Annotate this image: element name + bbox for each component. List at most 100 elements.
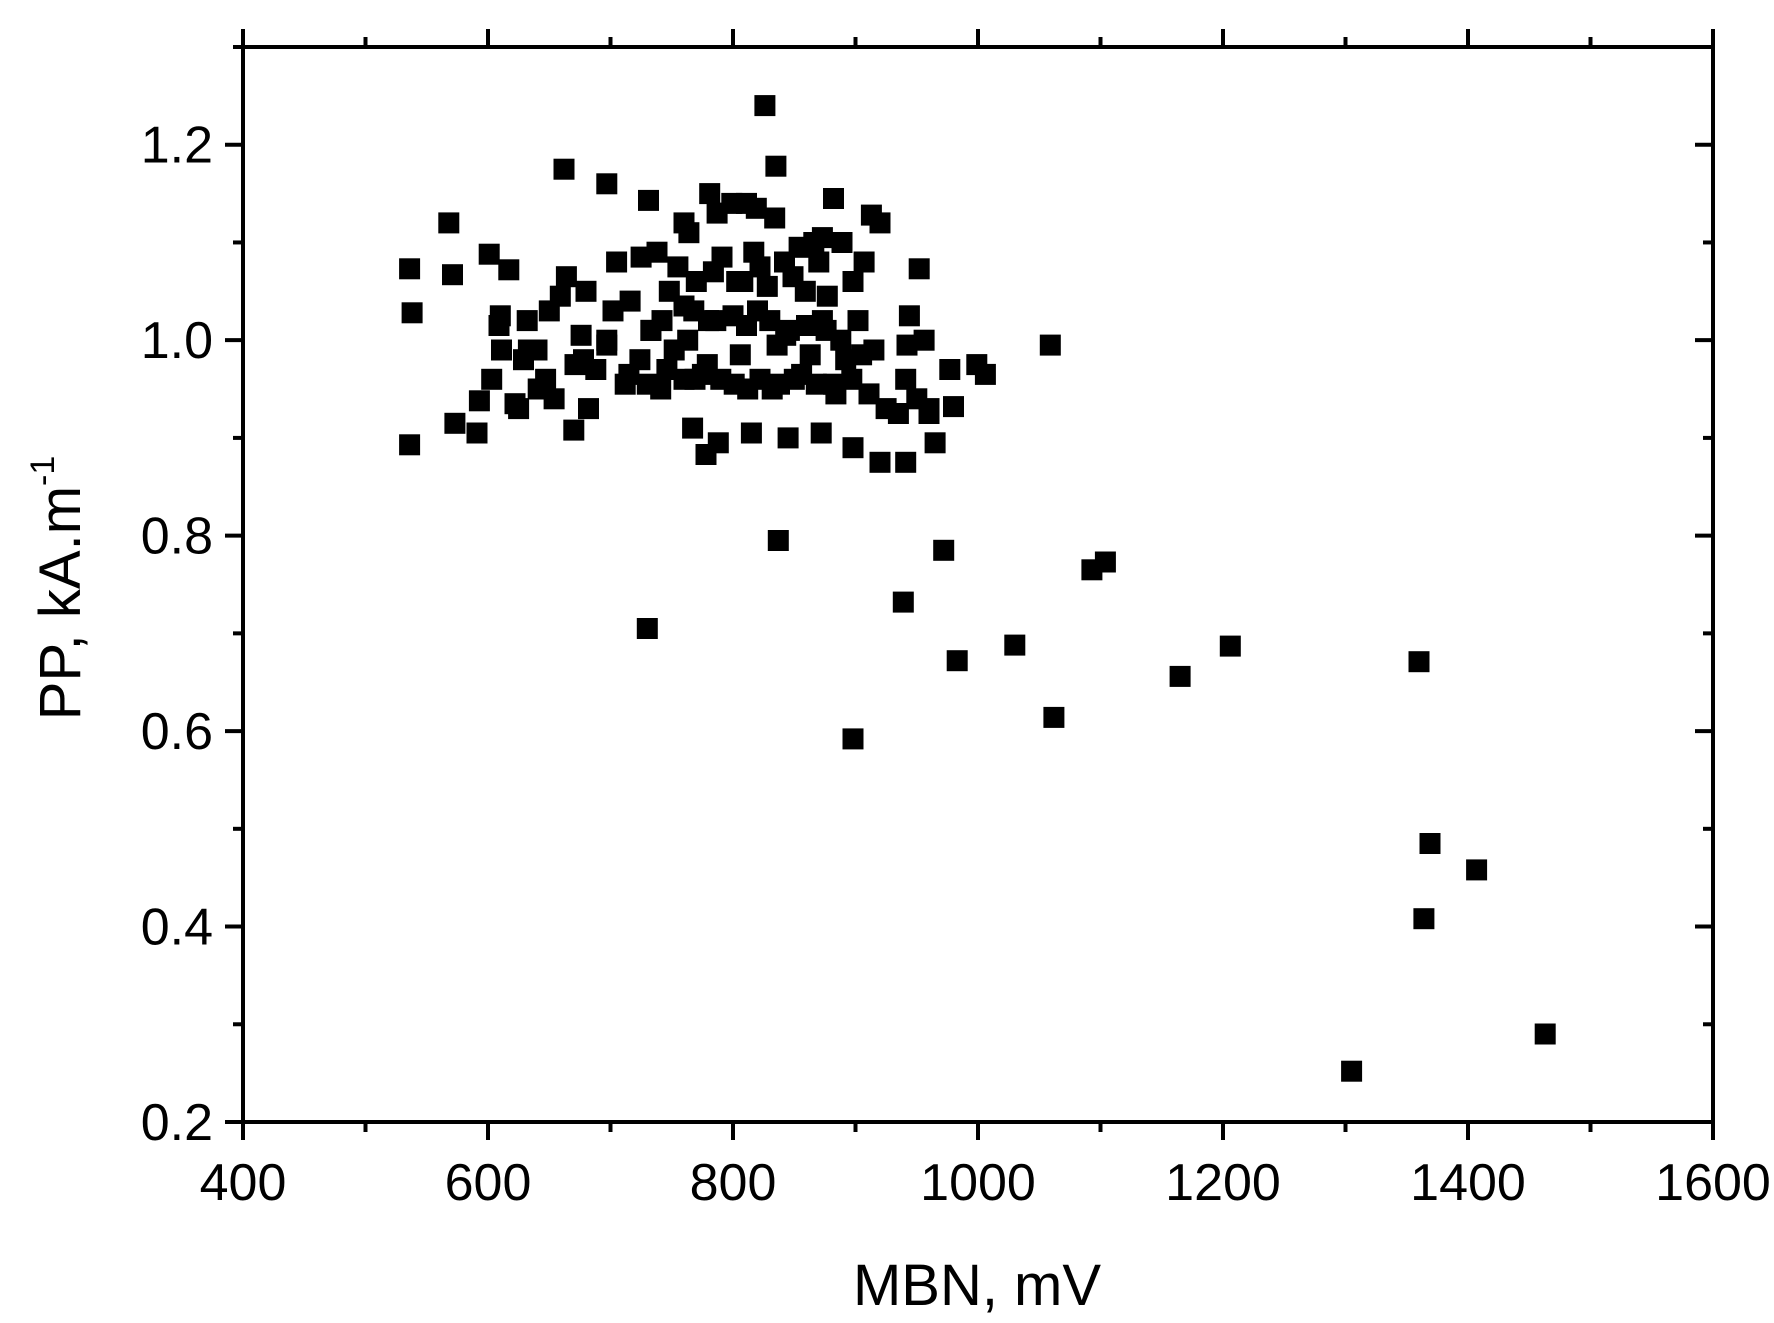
data-point — [481, 368, 503, 390]
data-point — [842, 271, 864, 292]
data-point — [543, 388, 565, 410]
y-tick-label: 0.8 — [141, 508, 213, 566]
data-point — [853, 251, 875, 273]
data-point — [825, 383, 847, 405]
data-point — [673, 212, 695, 234]
data-point — [830, 329, 852, 351]
data-point — [796, 315, 817, 336]
data-point — [732, 271, 754, 292]
data-point — [619, 290, 641, 312]
data-point — [1039, 334, 1061, 356]
data-point — [442, 264, 463, 286]
y-tick-label: 0.2 — [141, 1094, 213, 1152]
data-point — [1413, 908, 1435, 930]
data-point — [892, 591, 914, 613]
data-point — [924, 432, 946, 454]
data-point — [869, 451, 891, 473]
data-point — [699, 183, 721, 205]
data-point — [656, 359, 678, 380]
x-tick-label: 600 — [445, 1154, 532, 1212]
data-point — [740, 422, 762, 444]
data-point — [606, 251, 628, 273]
y-tick-label: 0.6 — [141, 703, 213, 761]
data-point — [946, 650, 968, 672]
data-point — [1419, 833, 1441, 854]
data-point — [816, 285, 838, 307]
y-axis-title: PP, kA.m — [28, 486, 93, 720]
data-point — [765, 155, 787, 177]
data-point — [698, 310, 719, 332]
data-point — [745, 197, 767, 219]
data-point — [585, 359, 607, 380]
data-point — [799, 344, 821, 366]
y-tick-label: 0.4 — [141, 899, 213, 957]
data-point — [764, 207, 786, 229]
data-point — [788, 236, 810, 258]
data-point — [478, 243, 500, 265]
data-point — [618, 363, 640, 385]
data-point — [438, 212, 460, 234]
data-point — [555, 266, 577, 288]
data-point — [702, 261, 724, 283]
data-point — [767, 530, 789, 551]
data-point — [1004, 634, 1026, 656]
data-point — [842, 728, 864, 750]
data-point — [516, 310, 538, 332]
svg-text:PP, kA.m-1: PP, kA.m-1 — [24, 456, 93, 720]
data-point — [756, 275, 778, 297]
x-tick-label: 1000 — [920, 1154, 1036, 1212]
data-point — [673, 368, 695, 390]
data-point — [811, 227, 833, 249]
data-point — [667, 256, 689, 278]
data-point — [596, 329, 618, 351]
data-point — [630, 246, 652, 268]
data-point — [835, 349, 857, 371]
data-point — [831, 232, 853, 253]
data-point — [504, 393, 526, 415]
data-point — [491, 339, 512, 361]
data-point — [538, 300, 560, 322]
data-point — [498, 259, 520, 281]
data-point — [553, 158, 575, 180]
data-point — [468, 390, 490, 412]
x-tick-label: 400 — [200, 1154, 287, 1212]
data-point — [663, 339, 685, 361]
x-tick-label: 1600 — [1655, 1154, 1771, 1212]
data-point — [602, 300, 624, 322]
data-point — [775, 324, 797, 346]
x-tick-label: 1400 — [1410, 1154, 1526, 1212]
data-point — [887, 403, 909, 424]
data-point — [823, 188, 844, 209]
x-tick-label: 1200 — [1165, 1154, 1281, 1212]
data-point — [736, 315, 757, 336]
data-point — [526, 339, 548, 361]
data-point — [729, 344, 751, 366]
data-point — [1043, 706, 1065, 728]
data-point — [847, 310, 869, 332]
tick-labels: 400 600 800 1000 1200 1400 1600 0.2 0.4 0.6 0.8 1.0… — [141, 117, 1771, 1212]
y-tick-label: 1.0 — [141, 312, 213, 370]
data-point — [749, 256, 771, 278]
data-point — [399, 434, 421, 456]
data-point — [974, 363, 996, 385]
data-point — [636, 618, 658, 639]
data-point — [777, 427, 799, 449]
data-point — [488, 315, 510, 336]
data-point — [918, 403, 940, 424]
data-point — [895, 451, 917, 473]
data-point — [939, 359, 961, 380]
data-point — [869, 212, 891, 234]
data-point — [691, 363, 713, 385]
data-point — [749, 368, 771, 390]
data-point — [399, 258, 421, 280]
data-point — [759, 310, 781, 332]
data-point — [636, 373, 658, 395]
plot-frame — [241, 45, 1715, 1124]
data-point — [527, 378, 549, 400]
data-point — [1341, 1060, 1363, 1082]
data-point — [858, 383, 880, 405]
data-point — [943, 396, 964, 418]
data-point — [563, 419, 585, 441]
data-point — [466, 422, 488, 444]
